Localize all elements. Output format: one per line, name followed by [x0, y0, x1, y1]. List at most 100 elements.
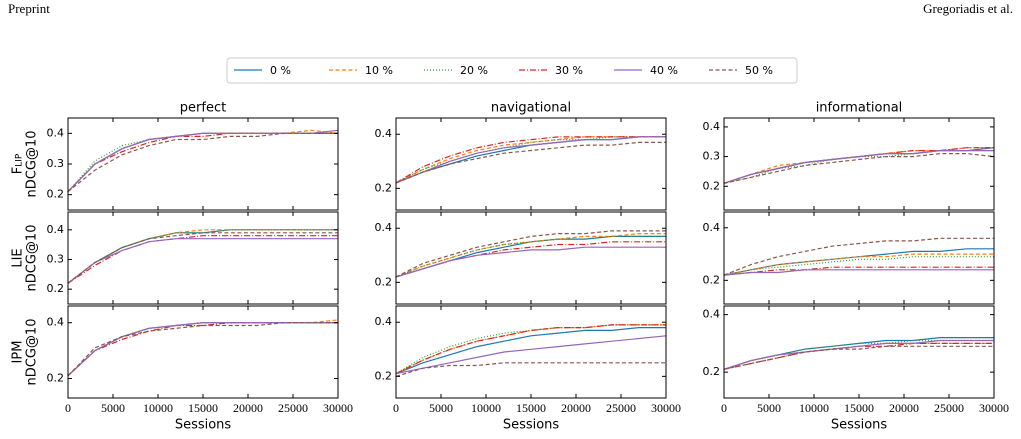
y-tick-label: 0.2 — [375, 369, 393, 382]
plot-area — [68, 212, 338, 304]
series-line — [395, 246, 666, 278]
x-axis-label: Sessions — [831, 418, 888, 433]
legend-label: 20 % — [460, 64, 488, 77]
legend-label: 50 % — [745, 64, 773, 77]
y-tick-label: 0.4 — [47, 223, 65, 236]
x-tick-label: 15000 — [844, 401, 874, 415]
header-right: Gregoriadis et al. — [923, 1, 1013, 16]
panel-title: perfect — [180, 101, 226, 116]
series-line — [395, 141, 666, 184]
x-tick-label: 30000 — [651, 401, 681, 415]
series-line — [67, 235, 338, 284]
panel: 0.2 0.3 0.4 informational — [703, 101, 995, 211]
y-axis-label: LIE — [11, 248, 26, 267]
y-axis-label: nDCG@10 — [25, 131, 40, 198]
x-tick-label: 0 — [65, 401, 71, 415]
y-tick-label: 0.3 — [47, 157, 65, 170]
plot-area — [724, 118, 994, 210]
series-line — [67, 238, 338, 284]
y-tick-label: 0.2 — [375, 181, 393, 194]
panel-title: informational — [816, 101, 903, 116]
x-tick-label: 0 — [393, 401, 399, 415]
legend-label: 10 % — [365, 64, 393, 77]
y-tick-label: 0.2 — [703, 179, 721, 192]
x-tick-label: 25000 — [606, 401, 636, 415]
x-tick-label: 10000 — [143, 401, 173, 415]
y-axis-label: Flip — [11, 153, 26, 174]
panel: 0.2 0.3 0.4 perfect Flip nDCG@10 — [11, 101, 339, 211]
x-tick-label: 25000 — [934, 401, 964, 415]
series-line — [395, 362, 666, 377]
series-line — [67, 132, 338, 193]
header-left: Preprint — [8, 1, 50, 16]
legend-label: 0 % — [270, 64, 291, 77]
y-tick-label: 0.4 — [703, 120, 721, 133]
series-line — [723, 150, 994, 184]
panel: 0.2 0.4 navigational — [375, 101, 667, 211]
y-axis-label: nDCG@10 — [25, 319, 40, 386]
y-tick-label: 0.4 — [375, 127, 393, 140]
y-tick-label: 0.2 — [47, 188, 65, 201]
plot-area — [396, 212, 666, 304]
plot-area — [724, 306, 994, 398]
panel: 0.2 0.4 — [703, 211, 995, 305]
series-line — [723, 269, 994, 276]
panel: 0 5000 10000 15000 20000 25000 30000 0.2 0.4 Sess… — [11, 305, 353, 433]
panel: 0.2 0.3 0.4 LIE nDCG@10 — [11, 211, 339, 305]
series-line — [723, 153, 995, 184]
x-tick-label: 20000 — [889, 401, 919, 415]
y-tick-label: 0.4 — [375, 221, 393, 234]
series-line — [395, 324, 666, 375]
y-tick-label: 0.3 — [703, 150, 721, 163]
series-line — [67, 322, 338, 377]
series-line — [723, 237, 994, 276]
series-line — [723, 345, 994, 370]
series-line — [395, 327, 666, 375]
panel: 0.2 0.4 — [375, 211, 667, 305]
series-line — [67, 132, 338, 193]
y-tick-label: 0.4 — [703, 221, 721, 234]
x-tick-label: 0 — [721, 401, 727, 415]
y-tick-label: 0.4 — [375, 315, 393, 328]
x-tick-label: 20000 — [561, 401, 591, 415]
series-line — [67, 232, 338, 284]
x-axis-label: Sessions — [175, 418, 232, 433]
legend-label: 30 % — [555, 64, 583, 77]
panel-title: navigational — [491, 101, 571, 116]
series-line — [67, 129, 339, 193]
x-tick-label: 5000 — [757, 401, 781, 415]
series-line — [67, 322, 338, 377]
plot-area — [396, 118, 666, 210]
legend-label: 40 % — [650, 64, 678, 77]
y-tick-label: 0.4 — [47, 126, 65, 139]
x-axis-label: Sessions — [503, 418, 560, 433]
x-tick-label: 30000 — [979, 401, 1009, 415]
y-tick-label: 0.3 — [47, 252, 65, 265]
y-axis-label: nDCG@10 — [25, 225, 40, 292]
x-tick-label: 15000 — [188, 401, 218, 415]
x-tick-label: 20000 — [233, 401, 263, 415]
x-tick-label: 30000 — [323, 401, 353, 415]
y-tick-label: 0.4 — [47, 316, 65, 329]
series-line — [723, 253, 994, 276]
x-tick-label: 10000 — [471, 401, 501, 415]
y-tick-label: 0.2 — [703, 365, 721, 378]
series-line — [723, 256, 994, 276]
x-tick-label: 25000 — [278, 401, 308, 415]
y-tick-label: 0.2 — [47, 282, 65, 295]
series-line — [395, 335, 667, 375]
series-line — [395, 233, 666, 278]
y-axis-label: IPM — [11, 341, 26, 364]
series-line — [395, 136, 666, 184]
x-tick-label: 5000 — [429, 401, 453, 415]
series-line — [395, 136, 666, 184]
x-tick-label: 5000 — [101, 401, 125, 415]
x-tick-label: 10000 — [799, 401, 829, 415]
y-tick-label: 0.2 — [703, 273, 721, 286]
legend-box — [226, 57, 798, 84]
series-line — [723, 266, 994, 276]
plot-area — [724, 212, 994, 304]
series-line — [723, 339, 994, 370]
panel: 0 5000 10000 15000 20000 25000 30000 0.2 0.4 Sess… — [375, 305, 681, 433]
